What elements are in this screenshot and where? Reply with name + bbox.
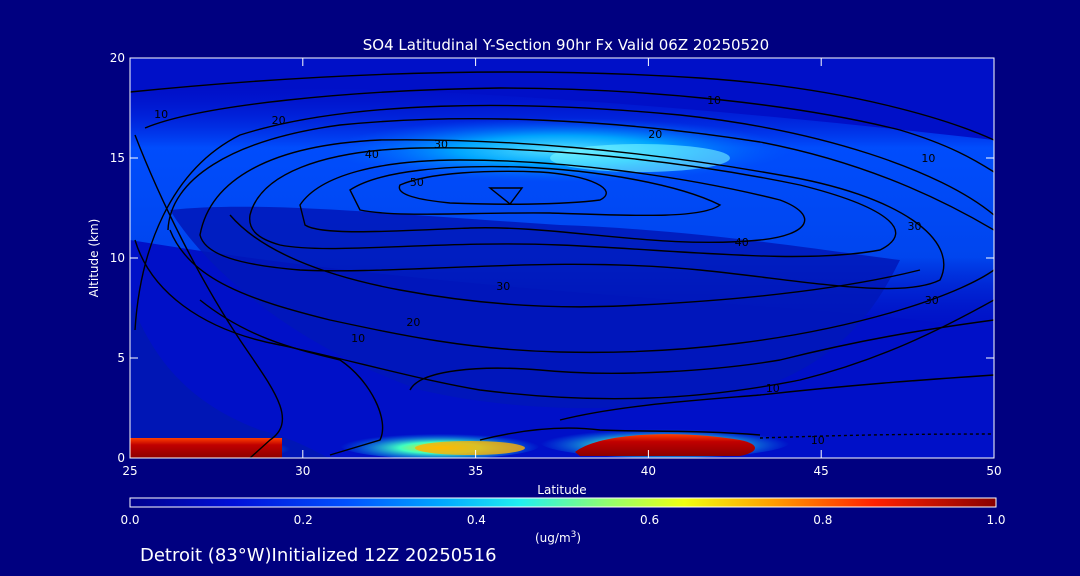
colorbar-tick-label: 0.0 [120,513,139,527]
y-tick-label: 10 [110,251,125,265]
contour-line [488,187,524,205]
contour-label: 10 [811,434,825,447]
x-tick-label: 40 [641,464,656,478]
contour-line [299,159,806,244]
contour-label: 10 [766,382,780,395]
colorbar-tick-label: 1.0 [986,513,1005,527]
contour-line [134,104,994,331]
x-tick-label: 35 [468,464,483,478]
y-tick-label: 15 [110,151,125,165]
colorbar [129,497,997,508]
colorbar-ticks: 0.0 0.2 0.4 0.6 0.8 1.0 [120,513,1005,527]
colorbar-tick-label: 0.2 [294,513,313,527]
contour-label: 30 [496,280,510,293]
y-tick-label: 5 [117,351,125,365]
colorbar-tick-label: 0.8 [813,513,832,527]
colorbar-unit-label: (ug/m3) [535,530,581,545]
x-tick-label: 50 [986,464,1001,478]
contour-label: 30 [925,294,939,307]
contour-label: 20 [648,128,662,141]
contour-label: 10 [707,94,721,107]
contour-line [759,433,994,439]
upper-level-maximum [330,118,790,182]
contour-line [134,134,283,458]
contour-line [229,214,921,308]
contour-label: 40 [735,236,749,249]
colorbar-unit-close: ) [576,531,581,545]
contour-label: 40 [365,148,379,161]
y-axis-label: Altitude (km) [87,219,101,298]
contour-line [248,147,897,258]
contour-line [199,299,384,456]
contour-line [130,71,994,141]
colorbar-tick-label: 0.4 [467,513,486,527]
x-axis-label: Latitude [537,483,586,497]
contour-line [409,319,994,391]
contour-line [398,170,607,205]
contour-line [559,374,994,421]
chart-title: SO4 Latitudinal Y-Section 90hr Fx Valid … [363,36,769,54]
y-tick-label: 0 [117,451,125,465]
colorbar-unit-open: (ug/m [535,531,571,545]
colorbar-unit-superscript: 3 [571,530,577,540]
y-axis: 0 5 10 15 20 [110,51,994,465]
contour-line [479,427,761,441]
contour-line [167,118,994,231]
contour-label: 30 [434,138,448,151]
contour-labels: 10 20 30 40 50 10 20 10 30 40 30 20 30 10 10 10 [154,94,939,447]
contour-line [169,229,994,354]
colorbar-tick-label: 0.6 [640,513,659,527]
contour-line [199,139,945,290]
contour-label: 20 [406,316,420,329]
lower-left-minimum [130,300,330,458]
contour-label: 20 [272,114,286,127]
x-tick-label: 30 [295,464,310,478]
surface-plume-1 [130,438,282,458]
plot-area: 10 20 30 40 50 10 20 10 30 40 30 20 30 10 10 10 [130,58,994,458]
contour-line [349,165,722,217]
contour-label: 30 [908,220,922,233]
contour-label: 50 [410,176,424,189]
y-tick-label: 20 [110,51,125,65]
contour-label: 10 [921,152,935,165]
mid-level-minimum [170,206,900,409]
concentration-contours [130,71,994,458]
surface-plume-2-core [415,441,525,455]
surface-plume-3 [575,434,755,456]
contour-label: 10 [351,332,365,345]
x-tick-label: 45 [814,464,829,478]
contour-line [144,87,994,173]
contour-label: 10 [154,108,168,121]
x-tick-label: 25 [122,464,137,478]
footer-location-init: Detroit (83°W)Initialized 12Z 20250516 [140,545,497,566]
contour-line [134,239,994,400]
x-axis: 25 30 35 40 45 50 [122,58,1002,478]
